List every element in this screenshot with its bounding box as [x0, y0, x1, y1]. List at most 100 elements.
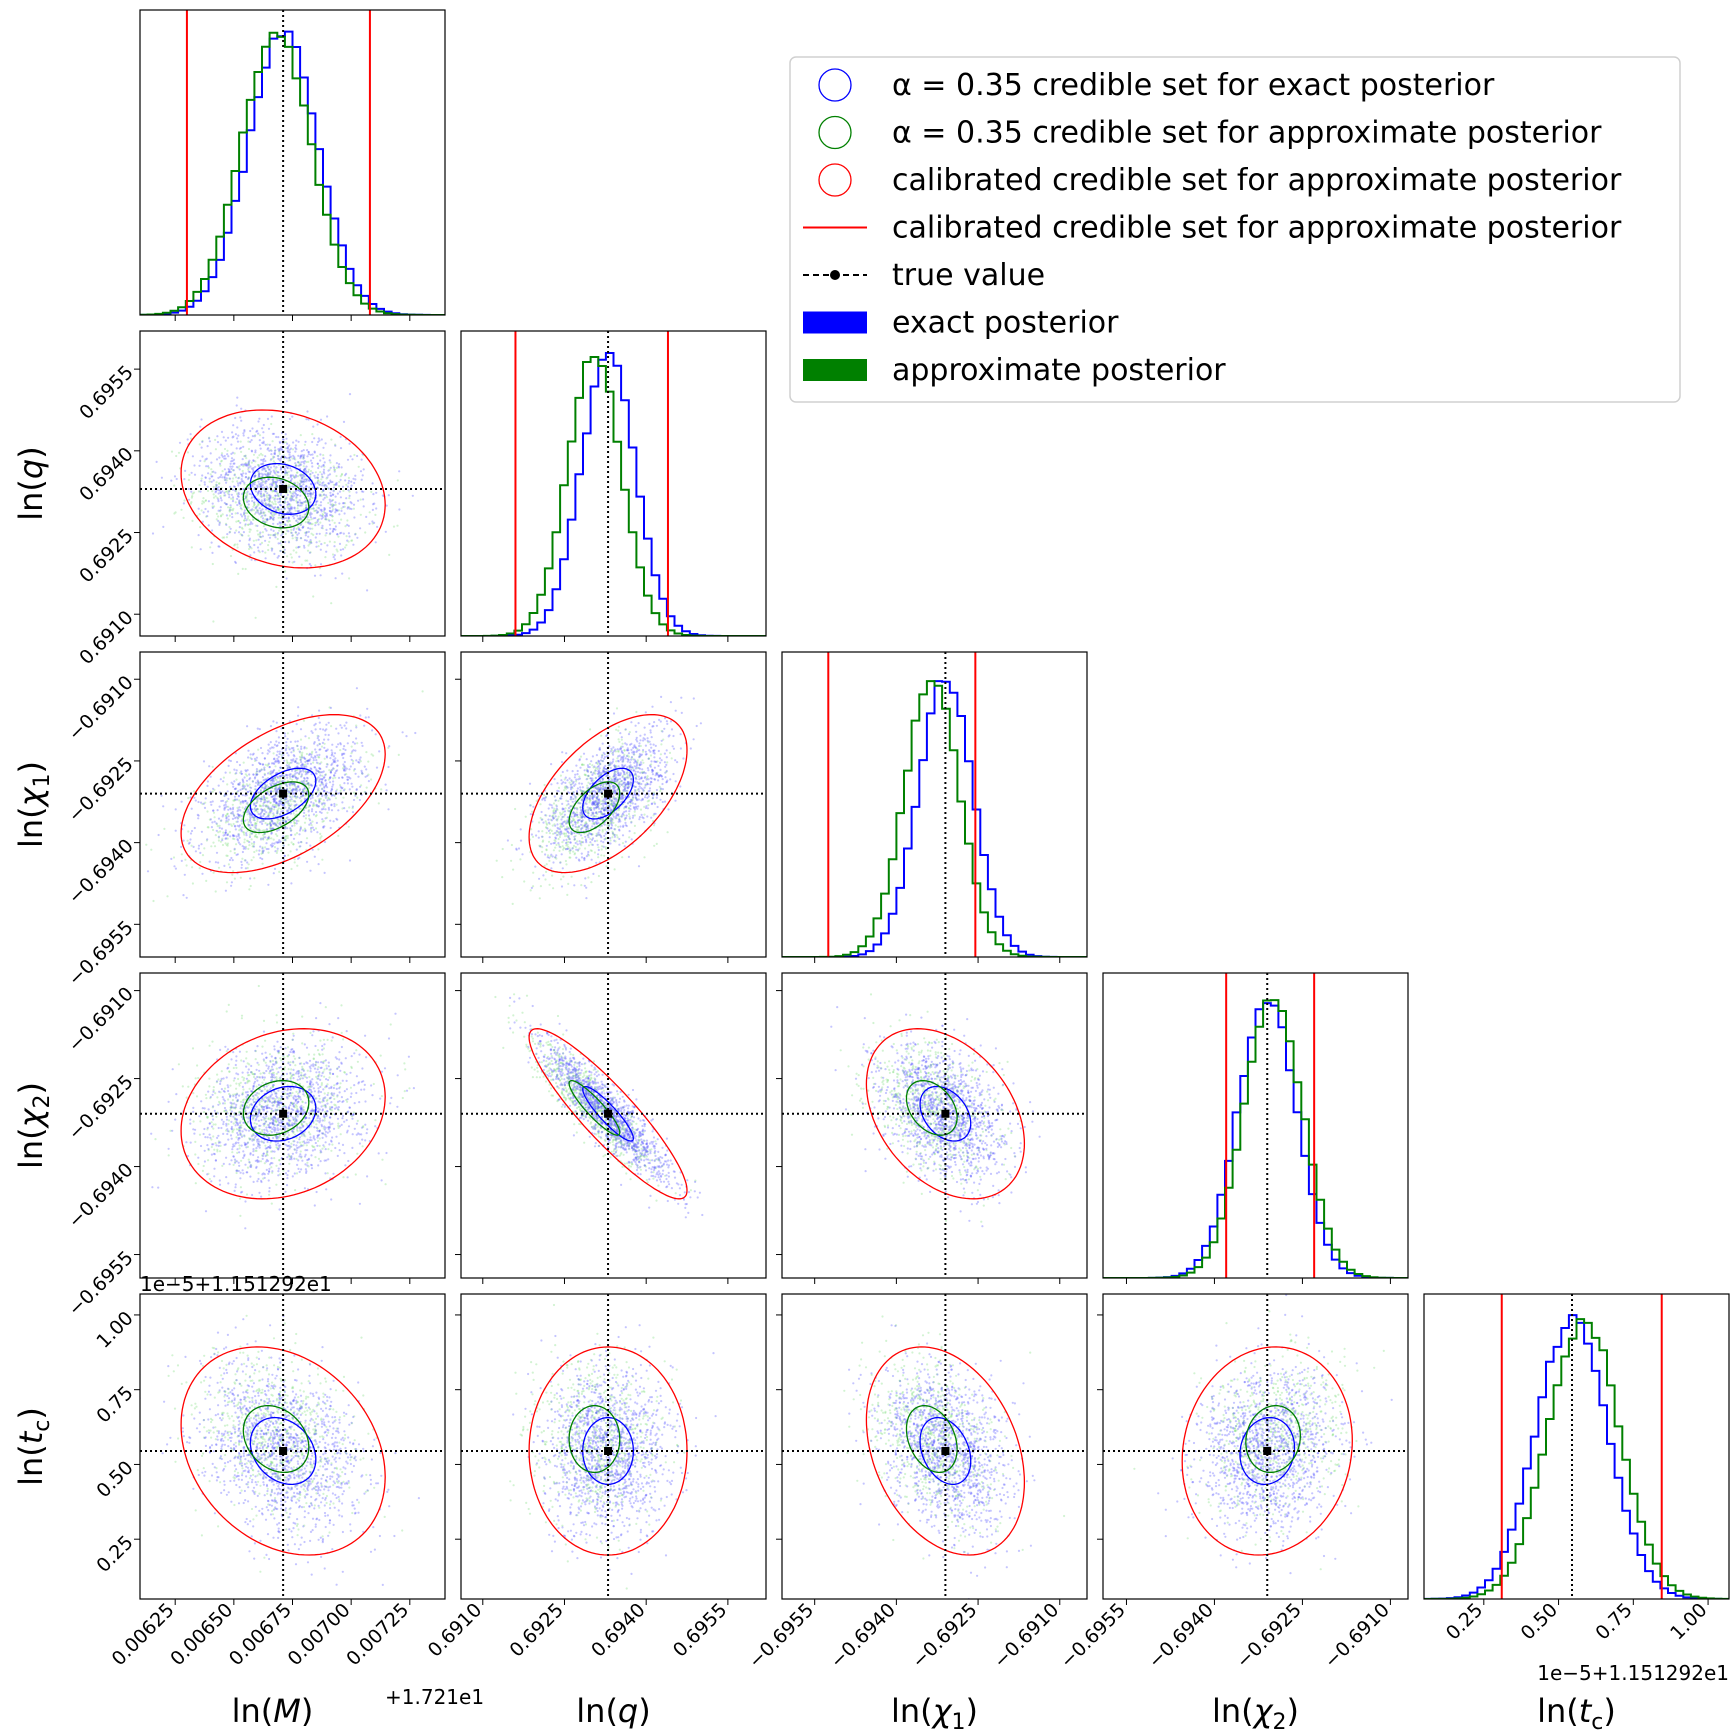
sample-point	[339, 475, 342, 478]
sample-point	[319, 797, 322, 801]
sample-point	[278, 822, 281, 825]
sample-point	[287, 520, 290, 523]
sample-point	[313, 741, 316, 744]
sample-point	[296, 771, 299, 774]
sample-point	[189, 832, 193, 835]
sample-point	[262, 466, 265, 470]
sample-point	[238, 836, 241, 839]
sample-point	[591, 795, 595, 798]
sample-point	[330, 725, 333, 728]
sample-point	[217, 509, 220, 512]
sample-point	[585, 826, 589, 829]
sample-point	[568, 810, 571, 813]
sample-point	[285, 437, 288, 440]
sample-point	[340, 726, 343, 729]
sample-point	[309, 511, 312, 514]
sample-point	[257, 853, 260, 856]
sample-point	[240, 473, 243, 476]
sample-point	[648, 799, 651, 802]
sample-point	[254, 434, 257, 437]
sample-point	[339, 789, 342, 792]
sample-point	[266, 466, 270, 469]
sample-point	[280, 807, 283, 811]
sample-point	[324, 779, 327, 782]
sample-point	[274, 472, 277, 475]
sample-point	[293, 755, 296, 758]
sample-point	[355, 788, 358, 792]
sample-point	[196, 813, 199, 817]
sample-point	[280, 508, 283, 511]
sample-point	[204, 507, 207, 511]
sample-point	[348, 490, 351, 493]
sample-point	[266, 466, 270, 469]
sample-point	[292, 820, 295, 823]
sample-point	[226, 783, 229, 786]
sample-point	[183, 824, 186, 827]
sample-point	[256, 799, 259, 802]
sample-point	[567, 882, 570, 886]
sample-point	[246, 813, 249, 816]
sample-point	[561, 845, 564, 848]
sample-point	[287, 809, 290, 812]
sample-point	[285, 797, 288, 801]
sample-point	[563, 813, 567, 816]
sample-point	[669, 720, 673, 723]
sample-point	[207, 472, 210, 475]
sample-point	[252, 501, 256, 504]
sample-point	[289, 740, 292, 744]
sample-point	[326, 799, 329, 802]
sample-point	[246, 823, 250, 826]
sample-point	[570, 780, 574, 783]
sample-point	[341, 572, 344, 575]
sample-point	[515, 848, 518, 851]
sample-point	[190, 844, 193, 847]
sample-point	[261, 857, 264, 861]
sample-point	[600, 812, 603, 816]
sample-point	[238, 468, 241, 471]
sample-point	[604, 808, 607, 812]
sample-point	[609, 763, 612, 766]
sample-point	[309, 541, 313, 544]
sample-point	[290, 829, 293, 832]
sample-point	[242, 801, 245, 804]
sample-point	[202, 497, 205, 500]
sample-point	[638, 756, 641, 759]
sample-point	[217, 515, 220, 518]
sample-point	[265, 828, 268, 831]
sample-point	[589, 827, 593, 830]
sample-point	[306, 759, 309, 762]
sample-point	[291, 788, 294, 791]
sample-point	[260, 798, 263, 801]
sample-point	[641, 771, 644, 774]
sample-point	[614, 750, 618, 753]
sample-point	[322, 776, 325, 780]
sample-point	[556, 817, 559, 820]
sample-point	[669, 701, 673, 704]
sample-point	[288, 457, 291, 460]
sample-point	[257, 511, 260, 514]
sample-point	[310, 541, 313, 545]
sample-point	[263, 499, 266, 502]
sample-point	[302, 455, 305, 458]
sample-point	[214, 491, 217, 494]
sample-point	[270, 549, 273, 552]
sample-point	[351, 458, 354, 461]
sample-point	[189, 502, 192, 505]
sample-point	[223, 864, 226, 868]
sample-point	[578, 802, 581, 805]
sample-point	[343, 745, 346, 748]
sample-point	[342, 548, 345, 551]
sample-point	[223, 794, 226, 798]
sample-point	[245, 770, 248, 773]
sample-point	[231, 783, 235, 786]
sample-point	[300, 450, 303, 453]
sample-point	[627, 776, 630, 779]
panel-lnchi1-lnM: −0.6955−0.6940−0.6925−0.6910	[64, 651, 446, 990]
sample-point	[317, 545, 320, 548]
sample-point	[528, 782, 532, 785]
sample-point	[258, 770, 261, 773]
sample-point	[576, 849, 580, 852]
sample-point	[275, 485, 278, 488]
sample-point	[593, 822, 596, 825]
sample-point	[317, 473, 320, 476]
